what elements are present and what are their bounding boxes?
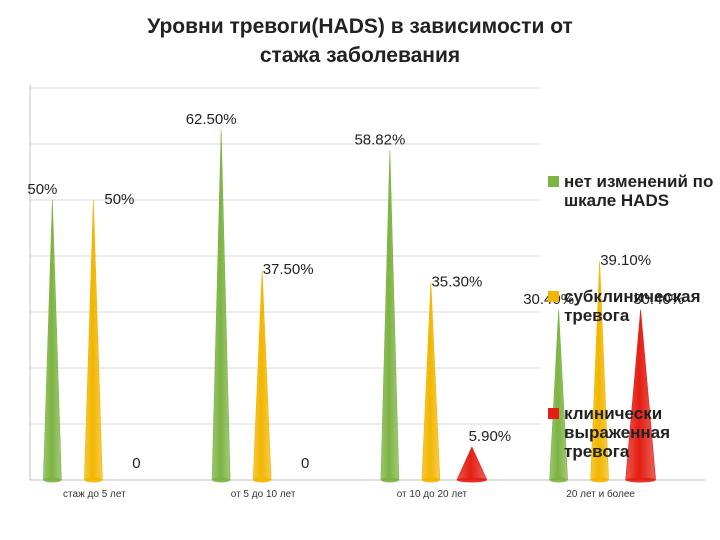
cone-base-1-3 bbox=[590, 477, 609, 483]
cone-base-1-1 bbox=[253, 477, 272, 483]
data-label-1-3: 39.10% bbox=[600, 252, 651, 269]
data-label-2-2: 5.90% bbox=[469, 428, 512, 445]
legend-label-no-changes: нет изменений по шкале HADS bbox=[564, 172, 714, 210]
cone-base-0-3 bbox=[549, 477, 568, 483]
cone-1-0 bbox=[84, 199, 103, 481]
x-tick-label-0: стаж до 5 лет bbox=[63, 489, 126, 500]
x-tick-label-1: от 5 до 10 лет bbox=[231, 489, 296, 500]
x-tick-label-2: от 10 до 20 лет bbox=[397, 489, 468, 500]
data-label-2-3: 30.40% bbox=[633, 291, 684, 308]
cone-base-1-2 bbox=[421, 477, 440, 483]
data-label-2-1: 0 bbox=[301, 455, 309, 472]
cone-base-2-2 bbox=[456, 477, 487, 483]
cone-0-0 bbox=[43, 199, 62, 481]
data-label-2-0: 0 bbox=[132, 455, 140, 472]
legend-label-subclinical: субклиническая тревога bbox=[564, 287, 701, 325]
cone-base-1-0 bbox=[84, 477, 103, 483]
cone-1-1 bbox=[252, 269, 272, 481]
cone-base-0-2 bbox=[380, 477, 399, 483]
data-label-0-1: 62.50% bbox=[186, 111, 237, 128]
chart-title-line1: Уровни тревоги(HADS) в зависимости от bbox=[147, 15, 573, 38]
cone-base-0-1 bbox=[212, 477, 231, 483]
cone-base-0-0 bbox=[43, 477, 62, 483]
legend-label-clinical: клинически выраженная тревога bbox=[564, 404, 671, 461]
cone-2-2 bbox=[456, 446, 488, 481]
legend-swatch-red bbox=[548, 408, 559, 419]
chart-title-line2: стажа заболевания bbox=[259, 44, 461, 67]
legend-swatch-yellow bbox=[548, 291, 559, 302]
cone-0-1 bbox=[211, 129, 231, 481]
data-label-0-0: 50% bbox=[27, 181, 57, 198]
legend-swatch-green bbox=[548, 176, 559, 187]
x-tick-label-3: 20 лет и более bbox=[566, 488, 635, 500]
data-label-1-2: 35.30% bbox=[431, 273, 482, 290]
data-label-1-1: 37.50% bbox=[263, 261, 314, 278]
data-label-0-2: 58.82% bbox=[354, 132, 405, 149]
cone-base-2-3 bbox=[625, 477, 656, 483]
data-label-1-0: 50% bbox=[104, 191, 134, 208]
chart-title: Уровни тревоги(HADS) в зависимости от ст… bbox=[90, 12, 630, 70]
